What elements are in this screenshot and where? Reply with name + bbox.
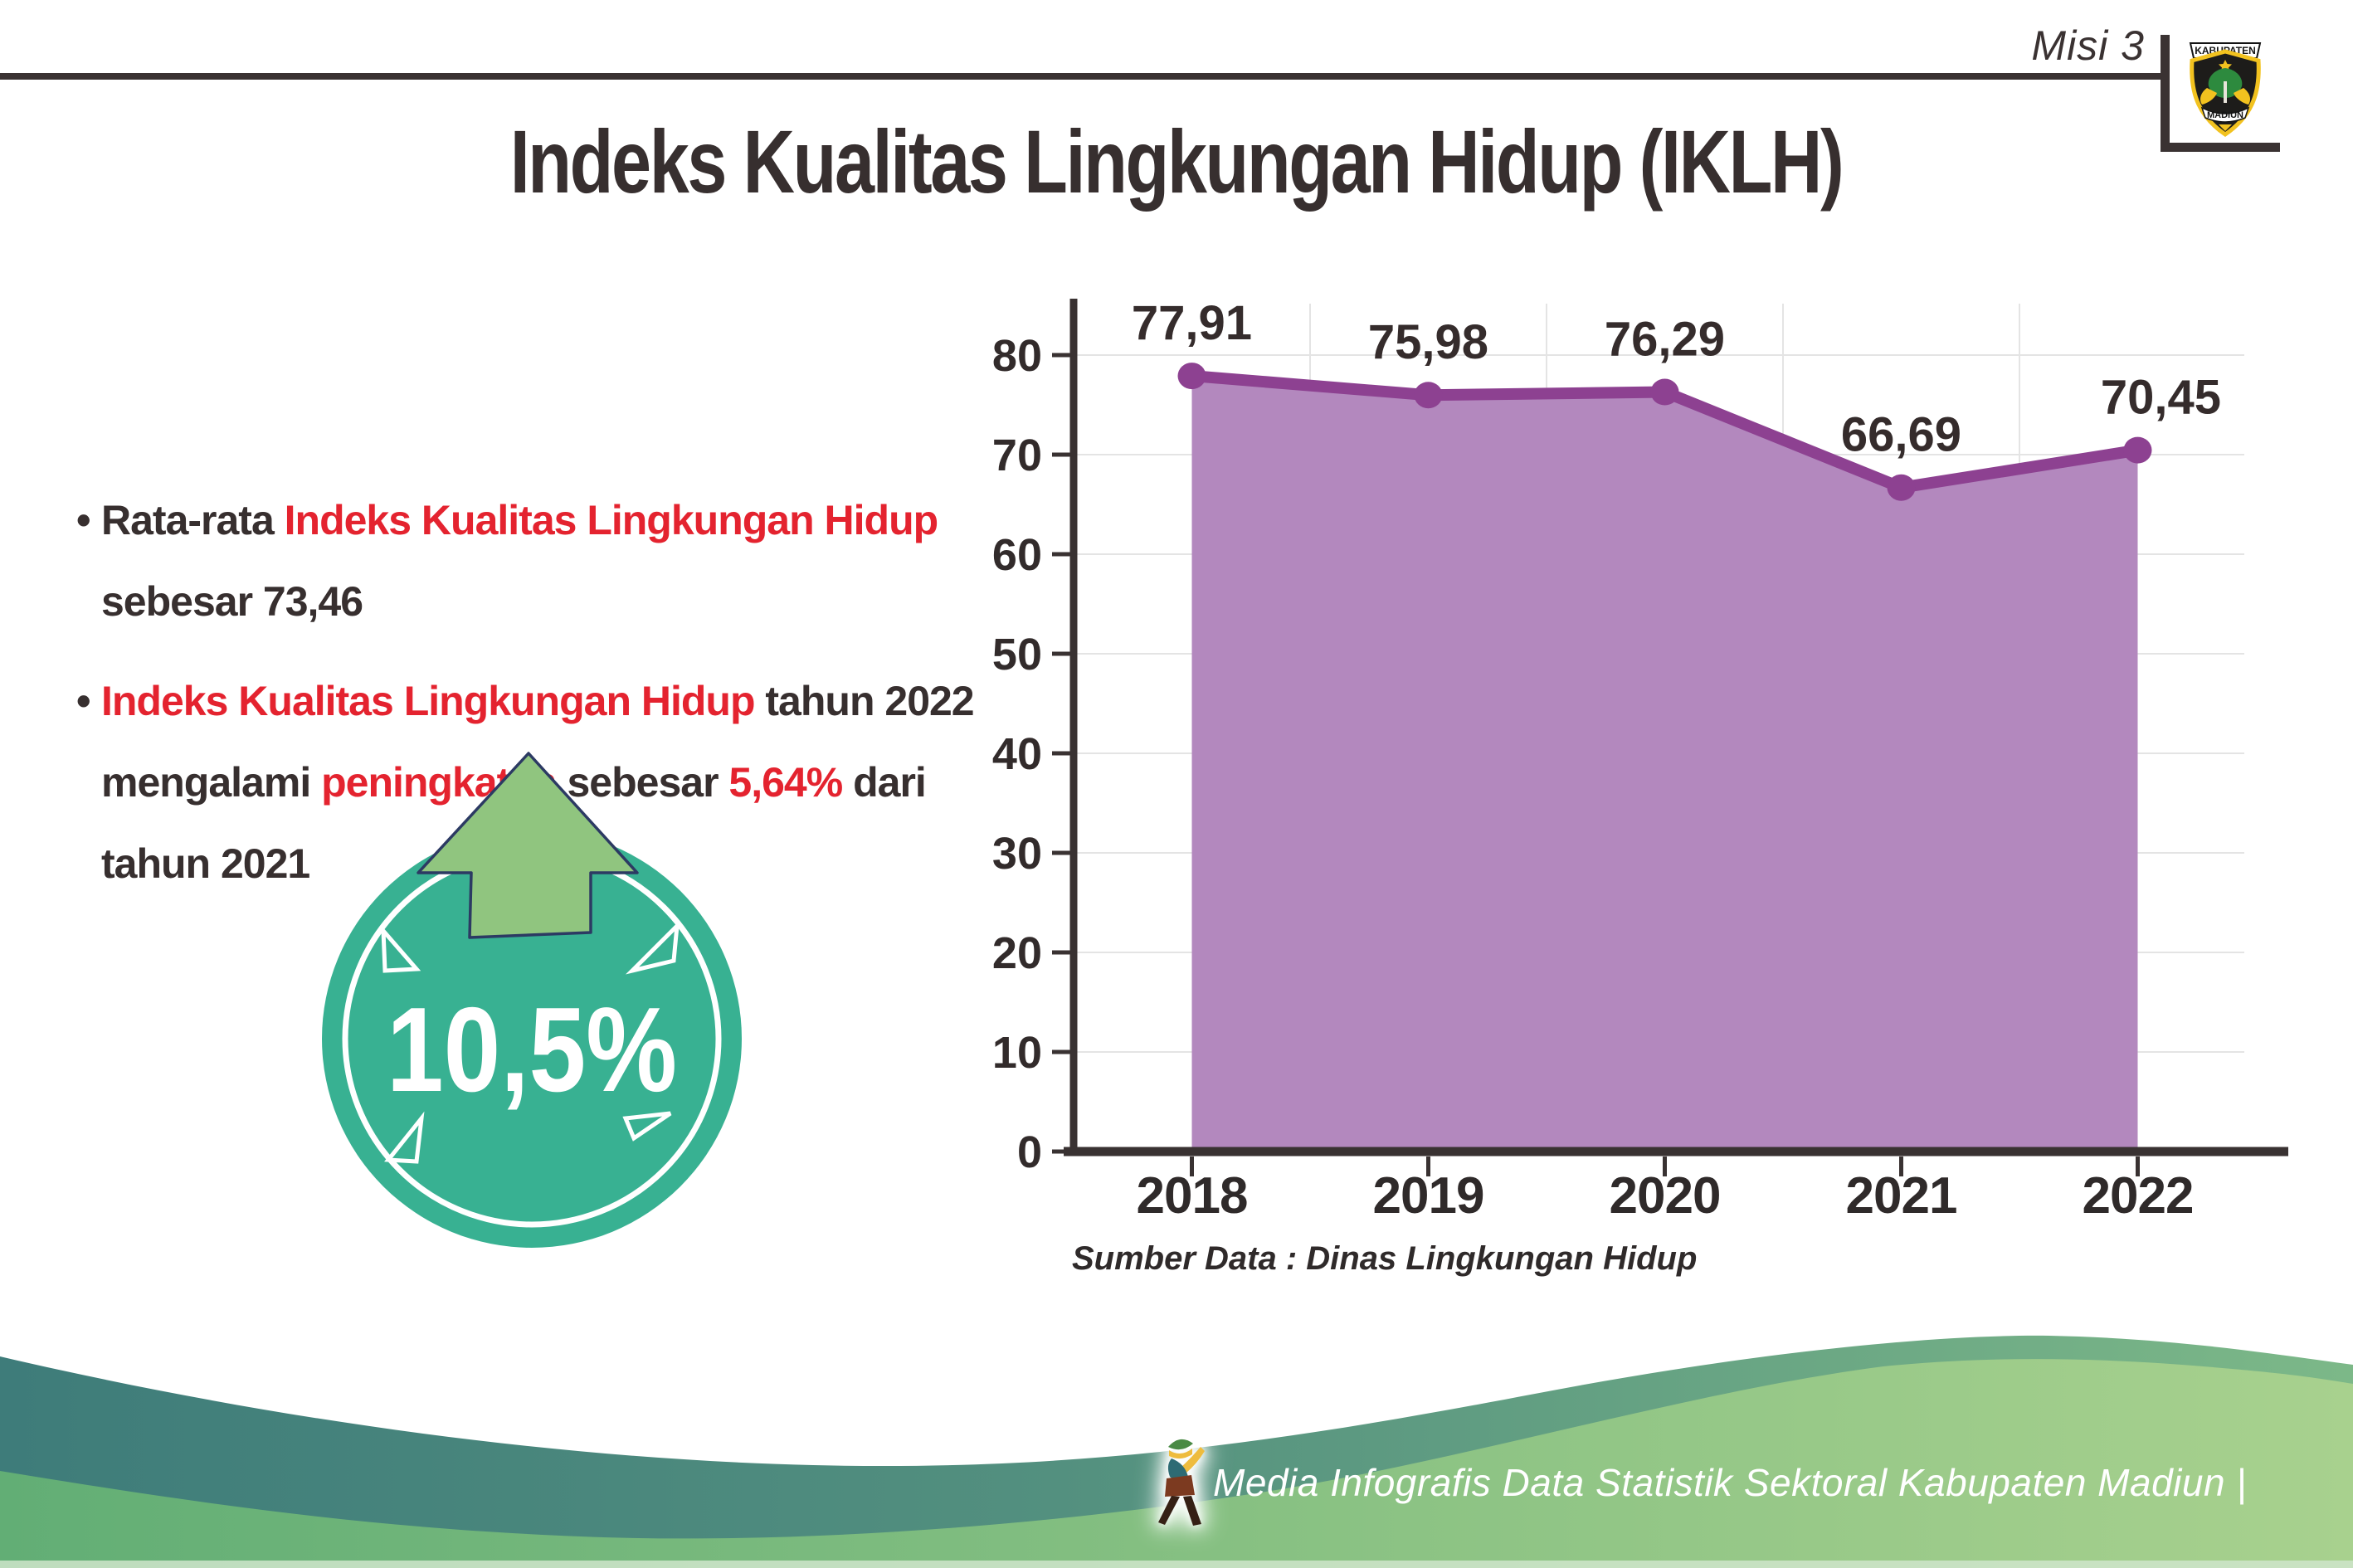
y-axis-label: 0: [1017, 1127, 1042, 1177]
bullet-dot: •: [76, 497, 90, 543]
y-axis-label: 20: [992, 928, 1042, 978]
mascot-sarong: [1165, 1475, 1195, 1497]
iklh-area-chart: 0 10 20 30 40 50 60 70 80 2018 2019 2020 2021 2022 77,…: [992, 296, 2288, 1225]
logo-sun-rays: [2219, 124, 2232, 131]
mascot-icon: [1158, 1439, 1205, 1526]
x-axis-label: 2018: [1137, 1167, 1248, 1225]
data-point: [2123, 436, 2152, 464]
page-title: Indeks Kualitas Lingkungan Hidup (IKLH): [0, 110, 2353, 213]
kabupaten-madiun-logo: KABUPATEN MADIUN: [2189, 42, 2262, 138]
y-axis-label: 80: [992, 331, 1042, 381]
mascot-leg-right: [1183, 1496, 1201, 1526]
mascot-cap: [1168, 1439, 1193, 1450]
x-axis-label: 2022: [2083, 1167, 2194, 1225]
x-axis-label: 2020: [1610, 1167, 1721, 1225]
y-axis-label: 10: [992, 1028, 1042, 1078]
badge-circle: [322, 830, 742, 1248]
y-axis-label: 30: [992, 829, 1042, 879]
logo-kris: [2224, 81, 2227, 103]
footer-caption: Media Infografis Data Statistik Sektoral…: [1213, 1461, 2247, 1504]
key-points-list: • Rata-rata Indeks Kualitas Lingkungan Hi…: [76, 480, 989, 923]
data-label: 76,29: [1605, 313, 1725, 367]
mascot-leg-left: [1158, 1496, 1180, 1525]
data-label: 66,69: [1841, 408, 1961, 462]
logo-ribbon-bottom-text: MADIUN: [2207, 110, 2243, 120]
footer-bottom-strip: [0, 1561, 2353, 1568]
plain-text: Rata-rata: [101, 497, 285, 543]
logo-corner-bracket-vertical: [2161, 35, 2170, 151]
chart-area: [1191, 376, 2138, 1150]
data-source-note: Sumber Data : Dinas Lingkungan Hidup: [1072, 1240, 1698, 1277]
bullet-line: mengalami peningkatan sebesar 5,64% dari: [101, 742, 989, 823]
plain-text: dari: [842, 759, 927, 806]
highlighted-text: Indeks Kualitas Lingkungan Hidup: [284, 497, 939, 543]
mascot-sash: [1167, 1458, 1188, 1480]
bullet-line: Indeks Kualitas Lingkungan Hidup tahun 2…: [101, 660, 989, 742]
data-point: [1887, 474, 1916, 501]
page-title-text: Indeks Kualitas Lingkungan Hidup (IKLH): [510, 111, 1844, 212]
plain-text: sebesar 73,46: [101, 578, 363, 625]
y-axis-label: 60: [992, 530, 1042, 580]
data-label: 75,98: [1368, 315, 1488, 369]
data-label: 77,91: [1132, 296, 1252, 350]
bullet-item: • Rata-rata Indeks Kualitas Lingkungan Hi…: [76, 480, 989, 642]
mission-label: Misi 3: [2031, 22, 2145, 69]
x-axis-label: 2019: [1373, 1167, 1484, 1225]
mascot-arm: [1180, 1447, 1205, 1473]
mascot-face: [1169, 1449, 1192, 1459]
badge-spark-bottom-left: [384, 1111, 425, 1164]
data-label: 70,45: [2101, 371, 2221, 425]
plain-text: tahun 2021: [101, 840, 310, 887]
badge-spark-top-left: [381, 924, 421, 973]
bullet-dot: •: [76, 678, 90, 724]
y-axis-label: 50: [992, 630, 1042, 679]
data-point: [1650, 378, 1679, 406]
up-arrow-icon: [417, 752, 639, 939]
badge-spark-top-right: [625, 920, 680, 975]
data-point: [1414, 382, 1443, 409]
increase-badge: 10,5%: [322, 752, 742, 1248]
badge-value: 10,5%: [387, 982, 677, 1117]
x-axis-label: 2021: [1846, 1167, 1957, 1225]
y-axis-label: 40: [992, 729, 1042, 779]
bullet-line: tahun 2021: [101, 823, 989, 904]
logo-ribbon-bottom: [2200, 106, 2250, 123]
badge-spark-bottom-right: [622, 1111, 672, 1142]
footer-wave-light: [0, 1359, 2353, 1568]
data-point: [1177, 363, 1206, 390]
bullet-line: Rata-rata Indeks Kualitas Lingkungan Hid…: [101, 480, 989, 561]
bullet-item: • Indeks Kualitas Lingkungan Hidup tahun …: [76, 660, 989, 904]
bullet-line: sebesar 73,46: [101, 561, 989, 642]
highlighted-text: Indeks Kualitas Lingkungan Hidup: [101, 678, 756, 724]
logo-wing-right: [2234, 88, 2250, 105]
plain-text: sebesar: [556, 759, 729, 806]
top-divider-rule: [0, 73, 2165, 80]
plain-text: tahun 2022: [754, 678, 974, 724]
logo-wing-left: [2200, 88, 2217, 105]
highlighted-text: 5,64%: [728, 759, 843, 806]
y-axis-label: 70: [992, 431, 1042, 480]
footer-waves: [0, 1335, 2353, 1568]
logo-corner-bracket-horizontal: [2161, 143, 2280, 152]
plain-text: mengalami: [101, 759, 322, 806]
